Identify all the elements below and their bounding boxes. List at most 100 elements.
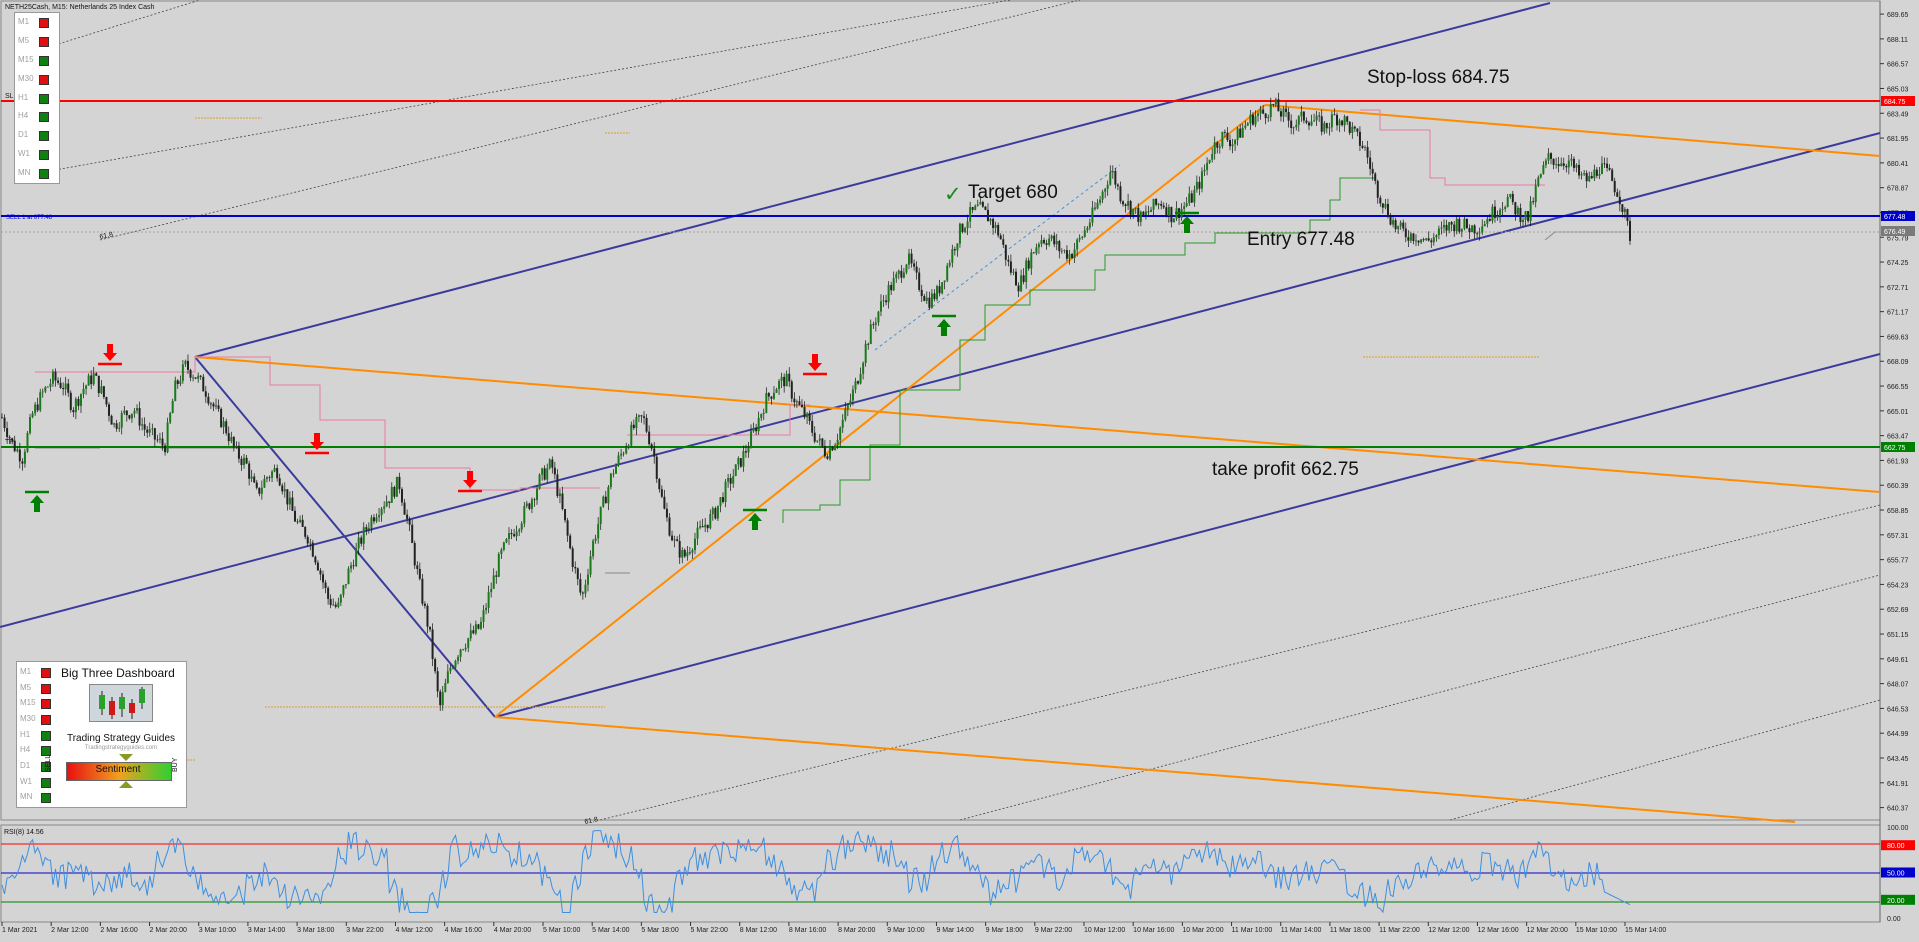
candle-body: [232, 436, 235, 447]
check-icon: ✓: [944, 183, 962, 206]
candle-body: [1310, 121, 1313, 126]
candle-body: [864, 343, 867, 363]
candle-body: [507, 533, 510, 540]
candle-body: [316, 562, 319, 571]
candle-body: [744, 451, 747, 453]
grey-line: [1544, 231, 1630, 241]
candle-body: [923, 296, 926, 301]
candle-body: [1007, 259, 1010, 262]
current-badge-text: 676.49: [1884, 229, 1906, 236]
candle-body: [1320, 116, 1323, 132]
candle-body: [304, 526, 307, 537]
candle-body: [1137, 207, 1140, 222]
timeframe-status-icon: [39, 18, 49, 29]
candle-body: [1397, 226, 1400, 230]
time-tick-label: 2 Mar 20:00: [150, 927, 187, 934]
candle-body: [273, 468, 276, 472]
time-tick-label: 5 Mar 22:00: [691, 927, 728, 934]
candle-body: [46, 386, 49, 388]
candle-body: [599, 506, 602, 524]
candle-body: [609, 473, 612, 488]
candle-body: [513, 534, 516, 537]
candle-body: [1165, 207, 1168, 216]
candle-body: [1578, 164, 1581, 176]
candle-body: [1035, 247, 1038, 254]
candle-body: [171, 400, 174, 414]
candle-body: [915, 266, 918, 273]
candle-body: [462, 649, 465, 651]
candle-body: [1040, 240, 1043, 245]
candle-body: [1516, 207, 1519, 215]
candle-body: [41, 391, 44, 393]
candle-body: [1045, 243, 1048, 245]
candle-body: [1598, 174, 1601, 176]
candle-body: [1409, 233, 1412, 241]
candle-body: [538, 474, 541, 489]
candle-body: [1065, 250, 1068, 259]
candle-body: [423, 603, 426, 606]
candle-body: [711, 508, 714, 515]
candle-body: [393, 487, 396, 497]
pink-step-line: [627, 404, 810, 436]
candle-body: [719, 497, 722, 506]
candle-body: [1435, 235, 1438, 238]
candle-body: [1150, 209, 1153, 212]
candle-body: [800, 404, 803, 407]
candle-body: [895, 274, 898, 279]
candle-body: [857, 381, 860, 384]
sentiment-label: Sentiment: [95, 764, 141, 775]
candle-body: [1542, 165, 1545, 174]
candle-body: [220, 408, 223, 428]
candle-body: [969, 207, 972, 222]
candle-body: [1478, 232, 1481, 234]
candle-body: [1300, 111, 1303, 117]
candle-body: [87, 375, 90, 386]
candle-body: [1486, 219, 1489, 224]
candle-body: [785, 373, 788, 387]
candle-body: [1272, 104, 1275, 105]
timeframe-row: M1: [17, 664, 57, 680]
candle-body: [1086, 227, 1089, 231]
rsi-level-badge: [1881, 894, 1915, 905]
candle-body: [958, 223, 961, 244]
candle-body: [339, 594, 342, 603]
price-tick-label: 680.41: [1887, 161, 1909, 168]
candle-body: [446, 671, 449, 684]
timeframe-list: M1 M5 M15 M30 H1 H4 D1 W1 MN: [15, 13, 59, 182]
candle-body: [212, 403, 215, 407]
candle-body: [543, 468, 546, 480]
time-tick-label: 12 Mar 20:00: [1527, 927, 1568, 934]
candle-body: [1629, 220, 1631, 241]
candle-body: [1557, 164, 1560, 167]
candle-body: [1206, 162, 1209, 171]
candle-body: [500, 549, 503, 555]
channel-line-mid: [0, 132, 1881, 628]
price-tick-label: 674.25: [1887, 260, 1909, 267]
candle-body: [1043, 240, 1046, 244]
dashboard-brand: Trading Strategy Guides: [66, 733, 176, 744]
candle-body: [1450, 222, 1453, 225]
candle-body: [793, 398, 796, 403]
candle-body: [1506, 196, 1509, 207]
candle-body: [202, 376, 205, 392]
candle-body: [1081, 236, 1084, 238]
candle-body: [1603, 163, 1606, 165]
take-profit-badge: [1881, 442, 1915, 452]
time-tick-label: 15 Mar 10:00: [1576, 927, 1617, 934]
candle-body: [818, 438, 821, 441]
price-tick-label: 666.55: [1887, 384, 1909, 391]
timeframe-label: M5: [18, 36, 30, 46]
candle-body: [536, 488, 539, 501]
candle-body: [1493, 206, 1496, 218]
candle-body: [920, 289, 923, 297]
time-tick-label: 3 Mar 22:00: [346, 927, 383, 934]
candle-body: [1050, 235, 1053, 239]
candle-body: [640, 415, 643, 417]
candle-body: [418, 568, 421, 579]
candle-body: [115, 423, 118, 429]
candle-body: [612, 473, 615, 475]
candle-body: [1443, 224, 1446, 228]
candle-body: [1198, 181, 1201, 189]
candle-body: [97, 375, 100, 394]
